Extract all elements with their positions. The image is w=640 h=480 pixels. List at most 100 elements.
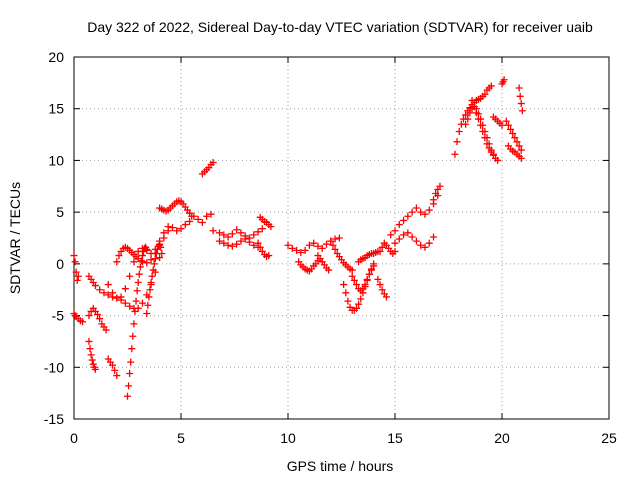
data-point bbox=[314, 242, 322, 250]
x-tick-label: 20 bbox=[494, 430, 510, 446]
series-arc-33 bbox=[498, 76, 508, 88]
data-point bbox=[417, 241, 425, 249]
series-arc-11 bbox=[156, 197, 196, 220]
data-point bbox=[228, 230, 236, 238]
series-arc-10 bbox=[143, 240, 166, 318]
data-point bbox=[500, 76, 508, 84]
data-point bbox=[387, 231, 395, 239]
series-arc-24 bbox=[374, 275, 390, 301]
data-point bbox=[89, 360, 97, 368]
data-point bbox=[462, 111, 470, 119]
data-point bbox=[250, 241, 258, 249]
series-arc-35 bbox=[504, 142, 525, 162]
y-tick-label: -10 bbox=[44, 359, 64, 375]
data-point bbox=[466, 109, 474, 117]
data-point bbox=[149, 266, 157, 274]
data-point bbox=[515, 84, 523, 92]
data-point bbox=[421, 210, 429, 218]
series-arc-25 bbox=[376, 239, 399, 258]
data-point bbox=[265, 252, 273, 260]
data-point bbox=[209, 158, 217, 166]
data-point bbox=[404, 229, 412, 237]
data-point bbox=[148, 272, 156, 280]
series-arc-2 bbox=[70, 310, 87, 326]
data-point bbox=[224, 233, 232, 241]
data-point bbox=[121, 299, 129, 307]
series-arc-31 bbox=[468, 96, 497, 159]
data-point bbox=[404, 212, 412, 220]
data-point bbox=[91, 365, 99, 373]
y-tick-label: 15 bbox=[48, 101, 64, 117]
data-point bbox=[113, 258, 121, 266]
data-point bbox=[100, 289, 108, 297]
data-point bbox=[70, 252, 78, 260]
data-point bbox=[250, 231, 258, 239]
data-point bbox=[237, 229, 245, 237]
data-point bbox=[470, 103, 478, 111]
chart-title: Day 322 of 2022, Sidereal Day-to-day VTE… bbox=[87, 19, 593, 35]
data-point bbox=[127, 358, 135, 366]
data-point bbox=[109, 361, 117, 369]
data-point bbox=[186, 217, 194, 225]
data-point bbox=[425, 206, 433, 214]
data-point bbox=[511, 134, 519, 142]
series-arc-6 bbox=[104, 355, 121, 380]
data-point bbox=[220, 231, 228, 239]
series-arc-32 bbox=[489, 113, 506, 129]
data-point bbox=[462, 120, 470, 128]
data-point bbox=[378, 286, 386, 294]
series-arc-28 bbox=[430, 182, 444, 204]
data-point bbox=[146, 286, 154, 294]
data-point bbox=[130, 320, 138, 328]
y-tick-label: -15 bbox=[44, 411, 64, 427]
data-point bbox=[94, 311, 102, 319]
data-point bbox=[395, 235, 403, 243]
data-point bbox=[73, 276, 81, 284]
data-point bbox=[367, 266, 375, 274]
data-point bbox=[237, 237, 245, 245]
data-point bbox=[79, 318, 87, 326]
data-point bbox=[357, 295, 365, 303]
data-point bbox=[344, 297, 352, 305]
data-point bbox=[509, 130, 517, 138]
data-point bbox=[126, 369, 134, 377]
data-point bbox=[113, 294, 121, 302]
grid-lines bbox=[74, 57, 609, 419]
series-arc-22 bbox=[348, 262, 378, 295]
data-point bbox=[359, 285, 367, 293]
data-point bbox=[72, 268, 80, 276]
y-tick-label: 0 bbox=[56, 256, 64, 272]
data-point bbox=[507, 125, 515, 133]
data-point bbox=[168, 224, 176, 232]
data-point bbox=[331, 245, 339, 253]
y-tick-label: 10 bbox=[48, 152, 64, 168]
series-arc-12 bbox=[198, 158, 217, 178]
y-tick-label: -5 bbox=[52, 308, 65, 324]
data-point bbox=[224, 241, 232, 249]
data-point bbox=[233, 240, 241, 248]
data-point bbox=[474, 115, 482, 123]
data-point bbox=[455, 127, 463, 135]
data-point bbox=[71, 312, 79, 320]
data-point bbox=[348, 266, 356, 274]
data-point bbox=[88, 356, 96, 364]
data-point bbox=[104, 281, 112, 289]
x-tick-label: 10 bbox=[280, 430, 296, 446]
data-point bbox=[203, 212, 211, 220]
data-point bbox=[468, 96, 476, 104]
data-point bbox=[481, 134, 489, 142]
data-point bbox=[504, 121, 512, 129]
data-point bbox=[147, 278, 155, 286]
data-point bbox=[207, 210, 215, 218]
data-point bbox=[132, 297, 140, 305]
data-point bbox=[425, 239, 433, 247]
data-point bbox=[323, 240, 331, 248]
data-point bbox=[361, 281, 369, 289]
data-point bbox=[376, 247, 384, 255]
series-arc-16 bbox=[254, 239, 273, 261]
data-point bbox=[144, 301, 152, 309]
data-point bbox=[156, 254, 164, 262]
data-point bbox=[305, 241, 313, 249]
